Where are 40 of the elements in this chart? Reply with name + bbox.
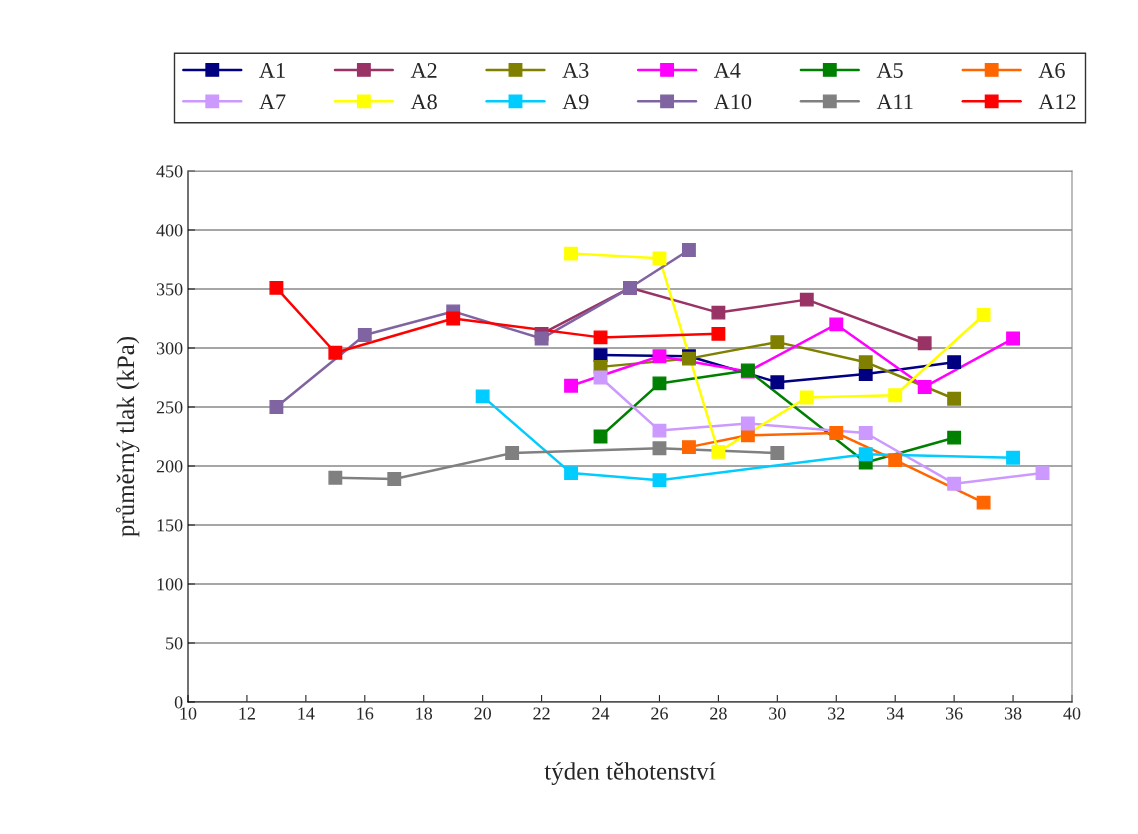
x-axis-title: týden těhotenství xyxy=(544,762,716,785)
x-tick-label: 32 xyxy=(828,707,845,720)
y-tick-label: 200 xyxy=(156,460,183,473)
x-tick-label: 14 xyxy=(298,707,315,720)
y-tick-label: 250 xyxy=(156,401,183,414)
x-tick-label: 20 xyxy=(474,707,492,720)
legend-label: A10 xyxy=(713,94,752,110)
x-tick-label: 10 xyxy=(180,707,197,720)
y-tick-label: 300 xyxy=(156,342,183,355)
legend-label: A8 xyxy=(410,94,437,110)
x-tick-label: 36 xyxy=(945,707,963,720)
x-tick-label: 26 xyxy=(651,707,668,720)
y-tick-label: 350 xyxy=(156,283,183,296)
y-tick-label: 400 xyxy=(156,224,183,237)
legend-label: A6 xyxy=(1038,62,1065,78)
x-tick-label: 28 xyxy=(710,707,727,720)
y-tick-label: 450 xyxy=(156,165,183,178)
x-tick-label: 22 xyxy=(533,707,550,720)
x-tick-label: 12 xyxy=(239,707,255,720)
y-axis-title: průměrný tlak (kPa) xyxy=(115,336,140,537)
x-tick-label: 34 xyxy=(887,707,904,720)
legend-label: A1 xyxy=(259,63,285,78)
x-tick-label: 40 xyxy=(1063,707,1081,720)
x-tick-label: 16 xyxy=(357,707,374,720)
y-tick-label: 0 xyxy=(174,696,183,709)
x-tick-label: 30 xyxy=(769,707,786,720)
y-tick-label: 150 xyxy=(157,519,183,532)
legend-label: A2 xyxy=(410,62,437,78)
x-tick-label: 24 xyxy=(592,707,610,720)
x-tick-label: 18 xyxy=(416,707,433,720)
legend-label: A5 xyxy=(876,63,903,78)
y-tick-label: 100 xyxy=(157,578,183,591)
legend-label: A4 xyxy=(713,63,741,78)
legend-label: A3 xyxy=(562,62,589,78)
legend-label: A12 xyxy=(1038,94,1076,110)
legend-label: A11 xyxy=(876,94,913,110)
x-tick-label: 38 xyxy=(1004,707,1022,720)
legend-label: A7 xyxy=(259,94,286,110)
y-tick-label: 50 xyxy=(166,637,183,650)
legend-label: A9 xyxy=(562,94,589,110)
